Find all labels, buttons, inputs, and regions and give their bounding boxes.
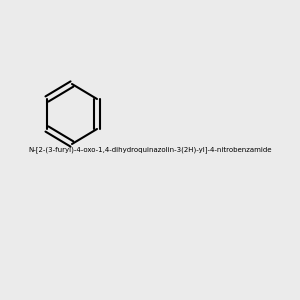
Text: N-[2-(3-furyl)-4-oxo-1,4-dihydroquinazolin-3(2H)-yl]-4-nitrobenzamide: N-[2-(3-furyl)-4-oxo-1,4-dihydroquinazol… [28, 147, 272, 153]
